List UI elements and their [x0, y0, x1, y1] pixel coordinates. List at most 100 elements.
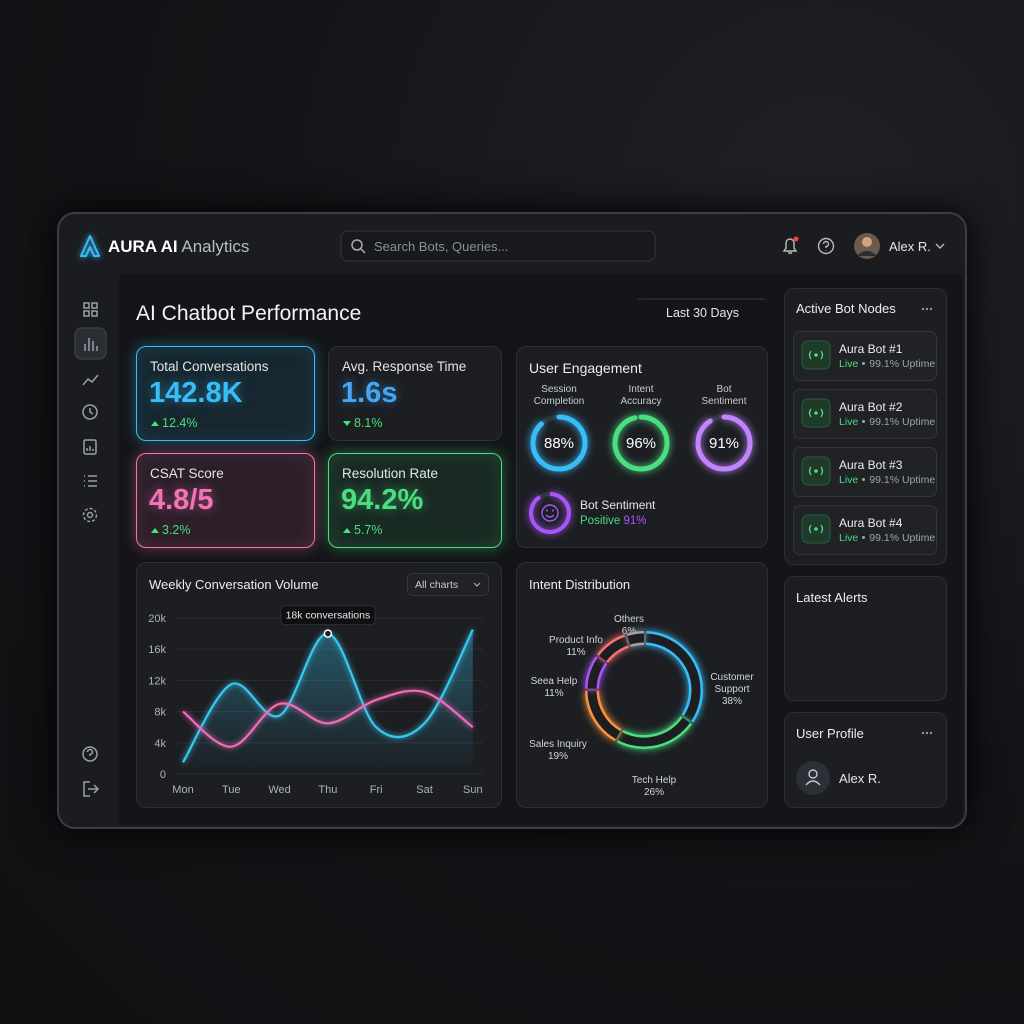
- profile-name: Alex R.: [839, 771, 881, 786]
- gauge-label: Intent Accuracy: [599, 378, 683, 408]
- search-icon: [360, 248, 366, 254]
- kpi-card: Resolution Rate 94.2% 5.7%: [328, 453, 502, 548]
- search-placeholder: Search Bots, Queries...: [374, 239, 509, 254]
- profile-title: User Profile: [796, 726, 864, 741]
- node-uptime: 99.1% Uptime: [869, 358, 936, 370]
- filter-button[interactable]: All charts: [407, 573, 489, 596]
- brand-suffix: Analytics: [181, 237, 250, 256]
- node-uptime: 99.1% Uptime: [869, 474, 936, 486]
- nav-reports[interactable]: [83, 439, 97, 455]
- nav-logout[interactable]: [83, 781, 100, 797]
- nav-dashboard[interactable]: [83, 302, 98, 317]
- node-status-line: Live 99.1% Uptime: [839, 532, 935, 544]
- donut-label: Others 6%: [604, 614, 654, 638]
- donut-label: Seea Help 11%: [519, 676, 589, 700]
- nav-list[interactable]: [84, 475, 97, 487]
- kpi-change: 12.4%: [151, 416, 197, 430]
- weekly-title: Weekly Conversation Volume: [149, 577, 319, 592]
- donut-label-value: 6%: [621, 626, 637, 637]
- donut-label-value: 11%: [544, 688, 564, 699]
- avatar-face: [862, 237, 872, 247]
- kpi-value: 4.8/5: [149, 484, 214, 516]
- nav-trends[interactable]: [82, 374, 99, 386]
- kpi-card: Total Conversations 142.8K 12.4%: [136, 346, 315, 441]
- kpi-label: Avg. Response Time: [342, 359, 467, 374]
- kpi-change-value: 5.7%: [354, 523, 383, 537]
- search-box[interactable]: [340, 230, 656, 262]
- trend-arrow: [151, 421, 159, 426]
- alerts-title: Latest Alerts: [796, 590, 868, 605]
- donut-label-value: 26%: [643, 787, 664, 798]
- sentiment-status-text: Positive: [580, 515, 621, 527]
- kpi-change-value: 12.4%: [162, 416, 198, 430]
- nodes-title: Active Bot Nodes: [796, 301, 896, 316]
- node-dot: [862, 478, 866, 481]
- node-name: Aura Bot #1: [839, 342, 903, 356]
- kpi-change: 8.1%: [343, 416, 383, 430]
- donut-label: Product Info 11%: [541, 635, 611, 659]
- donut-label-name: Customer Support: [710, 672, 754, 695]
- nav-settings[interactable]: [82, 507, 98, 523]
- donut-label: Tech Help 26%: [619, 775, 689, 799]
- node-item[interactable]: [793, 331, 937, 381]
- trend-arrow-shape: [151, 421, 159, 426]
- sentiment-value: 91%: [623, 515, 647, 527]
- node-dot: [862, 420, 866, 423]
- node-status: Live: [839, 474, 859, 486]
- date-range[interactable]: Last 30 Days: [666, 306, 739, 320]
- notification-dot: [793, 236, 799, 242]
- node-uptime: 99.1% Uptime: [869, 416, 936, 428]
- bell[interactable]: [782, 238, 798, 254]
- weekly-panel: [136, 562, 502, 808]
- donut-label: Sales Inquiry 19%: [518, 739, 598, 763]
- node-item[interactable]: [793, 447, 937, 497]
- donut-label-value: 19%: [547, 751, 568, 762]
- user-name[interactable]: Alex R.: [889, 239, 931, 254]
- intent-panel: [516, 562, 768, 808]
- date-range-button[interactable]: [635, 298, 768, 300]
- trend-arrow: [343, 421, 351, 426]
- sentiment-status: Positive 91%: [580, 515, 647, 527]
- donut-label: Customer Support 38%: [707, 672, 757, 708]
- donut-label-name: Product Info: [549, 635, 603, 646]
- nav-history[interactable]: [82, 404, 98, 420]
- node-status: Live: [839, 416, 859, 428]
- node-uptime: 99.1% Uptime: [869, 532, 936, 544]
- header-icons: [80, 230, 945, 300]
- sidebar: [74, 302, 107, 797]
- node-name: Aura Bot #2: [839, 400, 903, 414]
- gauge-label-text: Bot Sentiment: [701, 384, 747, 407]
- nav-help[interactable]: [82, 746, 98, 762]
- node-status: Live: [839, 358, 859, 370]
- donut-label-name: Others: [613, 614, 644, 625]
- gauge-label-text: Session Completion: [533, 384, 585, 407]
- trend-arrow-shape: [343, 421, 351, 426]
- node-item[interactable]: [793, 389, 937, 439]
- gauge-label-text: Intent Accuracy: [620, 384, 662, 407]
- avatar-body: [857, 251, 877, 256]
- kpi-card: CSAT Score 4.8/5 3.2%: [136, 453, 315, 548]
- kpi-value: 142.8K: [149, 377, 243, 409]
- filter-label: All charts: [415, 579, 459, 591]
- donut-label-value: 11%: [566, 647, 586, 658]
- node-status: Live: [839, 532, 859, 544]
- brand-name: AURA AI: [108, 237, 178, 256]
- trend-arrow: [151, 528, 159, 533]
- donut-label-value: 38%: [721, 696, 742, 707]
- chevron[interactable]: [935, 243, 945, 249]
- help-icon[interactable]: [817, 237, 835, 255]
- kpi-change-value: 3.2%: [162, 523, 191, 537]
- gauge-label: Bot Sentiment: [682, 378, 766, 408]
- trend-arrow-shape: [343, 528, 351, 533]
- kpi-label: Resolution Rate: [342, 466, 439, 481]
- node-dot: [862, 536, 866, 539]
- trend-arrow: [343, 528, 351, 533]
- node-status-line: Live 99.1% Uptime: [839, 358, 935, 370]
- nav-analytics[interactable]: [84, 338, 98, 351]
- nav-active[interactable]: [74, 327, 107, 360]
- trend-arrow-shape: [151, 528, 159, 533]
- intent-title: Intent Distribution: [529, 577, 631, 592]
- node-item[interactable]: [793, 505, 937, 555]
- search-icon: [351, 239, 363, 251]
